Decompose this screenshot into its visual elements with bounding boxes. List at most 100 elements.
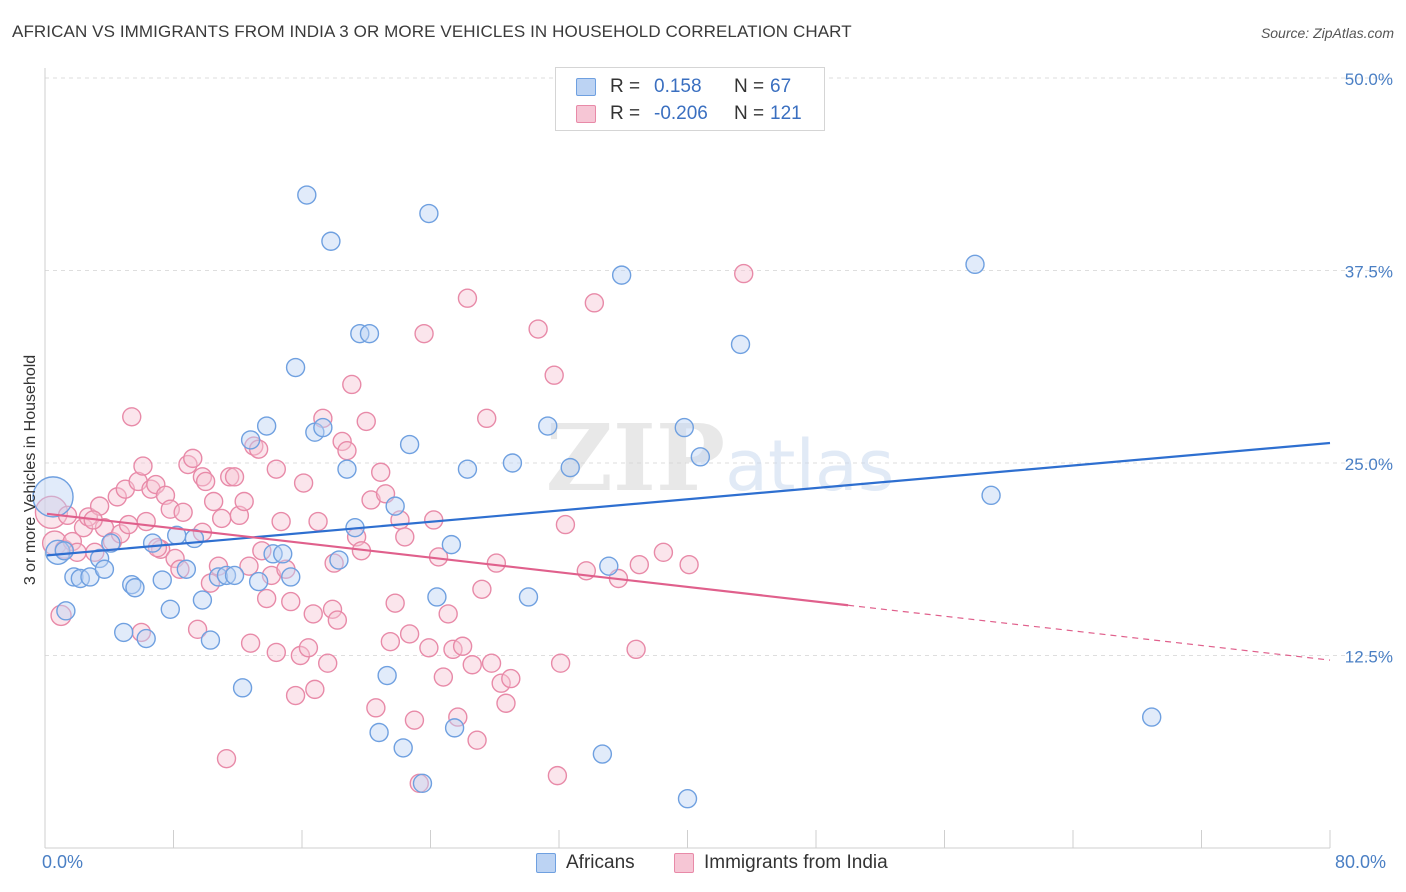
africans-point-26 — [240, 430, 261, 450]
africans-point-64 — [981, 485, 1001, 506]
india-point-89 — [457, 288, 478, 308]
africans-point-10 — [114, 622, 134, 643]
india-point-73 — [380, 631, 401, 652]
india-point-28 — [173, 502, 193, 522]
legend-swatch-africans — [536, 853, 556, 873]
africans-point-52 — [457, 459, 478, 479]
legend-r-label: R = — [610, 76, 641, 97]
africans-point-2 — [54, 541, 74, 561]
india-point-13 — [107, 487, 127, 507]
india-point-60 — [318, 653, 338, 673]
india-point-111 — [734, 263, 754, 284]
y-tick-label-0: 50.0% — [1345, 70, 1393, 89]
india-point-103 — [555, 514, 576, 535]
india-point-77 — [399, 624, 420, 644]
india-trend-line — [46, 512, 849, 607]
india-point-63 — [332, 431, 352, 452]
africans-point-20 — [192, 590, 213, 610]
africans-point-58 — [599, 556, 619, 576]
india-point-74 — [385, 593, 405, 613]
legend-n-label: N = — [734, 76, 765, 97]
india-point-61 — [322, 599, 343, 619]
africans-point-51 — [444, 718, 465, 738]
india-point-43 — [239, 556, 259, 576]
india-point-100 — [544, 365, 564, 385]
legend-r-value: -0.206 — [654, 103, 708, 124]
india-point-87 — [448, 707, 468, 727]
india-point-35 — [203, 491, 224, 512]
x-tick-min: 0.0% — [42, 852, 84, 872]
africans-point-21 — [200, 630, 221, 650]
india-point-39 — [220, 467, 240, 487]
india-point-114 — [266, 642, 286, 663]
india-point-58 — [308, 511, 328, 532]
africans-point-33 — [297, 185, 317, 205]
legend-r-value: 0.158 — [654, 76, 702, 97]
legend-swatch-africans — [576, 78, 596, 96]
india-point-56 — [298, 638, 319, 658]
africans-point-16 — [160, 599, 180, 619]
y-axis-label: 3 or more Vehicles in Household — [22, 354, 39, 586]
india-trend-extension — [848, 604, 1331, 661]
africans-point-30 — [273, 544, 293, 564]
trend-lines — [46, 441, 1331, 661]
india-point-84 — [433, 667, 454, 687]
africans-point-35 — [313, 417, 333, 438]
africans-point-24 — [224, 565, 245, 586]
africans-point-18 — [176, 559, 197, 579]
y-tick-label-2: 25.0% — [1345, 455, 1393, 474]
y-tick-label-3: 12.5% — [1345, 648, 1393, 667]
africans-point-49 — [427, 587, 447, 607]
legend-item-africans[interactable]: Africans — [536, 852, 635, 874]
india-point-78 — [404, 710, 425, 730]
africans-point-60 — [674, 417, 694, 438]
legend-n-value: 67 — [770, 76, 792, 97]
africans-point-63 — [965, 254, 985, 275]
india-point-17 — [122, 407, 142, 427]
india-point-101 — [547, 765, 568, 786]
africans-point-65 — [1142, 707, 1162, 727]
india-point-54 — [290, 645, 311, 666]
india-point-65 — [342, 374, 362, 395]
india-point-95 — [486, 553, 507, 573]
africans-point-50 — [441, 534, 462, 555]
india-point-105 — [584, 293, 605, 313]
india-point-80 — [414, 323, 434, 344]
india-point-92 — [472, 579, 492, 599]
africans-point-55 — [538, 416, 558, 436]
legend-item-india[interactable]: Immigrants from India — [674, 852, 888, 874]
africans-point-14 — [142, 533, 163, 553]
india-point-113 — [305, 679, 325, 700]
africans-point-28 — [256, 416, 277, 436]
india-point-31 — [187, 619, 208, 640]
africans-point-9 — [101, 533, 121, 553]
africans-point-47 — [412, 773, 433, 794]
x-tick-max: 80.0% — [1335, 852, 1387, 872]
legend-n-label: N = — [734, 103, 765, 124]
legend-label-africans: Africans — [566, 852, 635, 873]
africans-point-59 — [611, 265, 632, 285]
india-point-19 — [133, 456, 153, 476]
legend-swatch-india — [674, 853, 694, 873]
india-point-40 — [224, 467, 245, 487]
legend-label-india: Immigrants from India — [704, 852, 888, 873]
africans-point-32 — [285, 357, 306, 378]
africans-point-31 — [281, 567, 301, 587]
africans-point-66 — [677, 789, 698, 809]
africans-point-56 — [560, 457, 580, 478]
africans-point-61 — [690, 447, 711, 467]
africans-point-57 — [592, 744, 613, 764]
africans-point-12 — [125, 578, 145, 598]
india-point-30 — [183, 448, 203, 469]
india-point-110 — [679, 554, 699, 575]
africans-point-43 — [377, 665, 397, 686]
india-point-42 — [234, 491, 254, 512]
africans-point-27 — [248, 571, 269, 592]
india-point-55 — [293, 473, 314, 493]
chart-source: Source: ZipAtlas.com — [1260, 25, 1394, 41]
india-point-112 — [240, 633, 261, 653]
india-point-102 — [550, 653, 571, 673]
india-point-108 — [629, 554, 650, 575]
africans-point-22 — [208, 567, 229, 587]
